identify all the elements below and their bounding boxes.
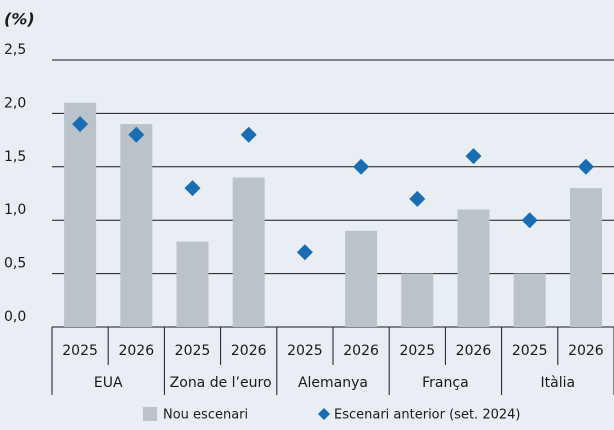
group-label: Alemanya	[298, 375, 368, 391]
legend-label: Nou escenari	[163, 408, 248, 423]
bar	[176, 241, 209, 327]
bar	[513, 273, 546, 327]
x-tick-label: 2026	[118, 343, 154, 359]
group-label: Zona de l’euro	[170, 375, 272, 391]
x-tick-label: 2025	[399, 343, 435, 359]
x-tick-label: 2026	[568, 343, 604, 359]
bar	[401, 273, 434, 327]
x-tick-label: 2026	[231, 343, 267, 359]
legend-label: Escenari anterior (set. 2024)	[334, 408, 520, 423]
bar	[64, 102, 97, 327]
y-tick-label: 1,0	[4, 202, 26, 218]
y-axis-label: (%)	[4, 10, 35, 29]
bar	[120, 124, 153, 327]
y-tick-label: 2,0	[4, 95, 26, 111]
y-tick-label: 2,5	[4, 42, 26, 58]
x-tick-label: 2025	[175, 343, 211, 359]
bar	[569, 188, 602, 327]
x-tick-label: 2025	[512, 343, 548, 359]
x-tick-label: 2025	[287, 343, 323, 359]
diamond-marker	[72, 116, 89, 133]
diamond-marker	[409, 190, 426, 207]
y-tick-label: 0,5	[4, 256, 26, 272]
group-label: EUA	[94, 375, 123, 391]
diamond-marker	[353, 158, 370, 175]
y-tick-label: 0,0	[4, 309, 26, 325]
diamond-marker	[465, 148, 482, 165]
x-tick-label: 2026	[343, 343, 379, 359]
x-tick-label: 2025	[62, 343, 98, 359]
bar	[457, 209, 490, 327]
group-label: Itàlia	[541, 375, 576, 391]
diamond-marker	[521, 212, 538, 229]
diamond-marker	[577, 158, 594, 175]
diamond-marker	[184, 180, 201, 197]
diamond-marker	[240, 126, 257, 143]
y-tick-label: 1,5	[4, 149, 26, 165]
bar	[345, 230, 378, 327]
bar	[232, 177, 265, 327]
x-tick-label: 2026	[456, 343, 492, 359]
legend-swatch	[143, 407, 157, 421]
diamond-marker	[128, 126, 145, 143]
diamond-marker	[296, 244, 313, 261]
group-label: França	[422, 375, 469, 391]
legend-swatch	[318, 408, 330, 420]
